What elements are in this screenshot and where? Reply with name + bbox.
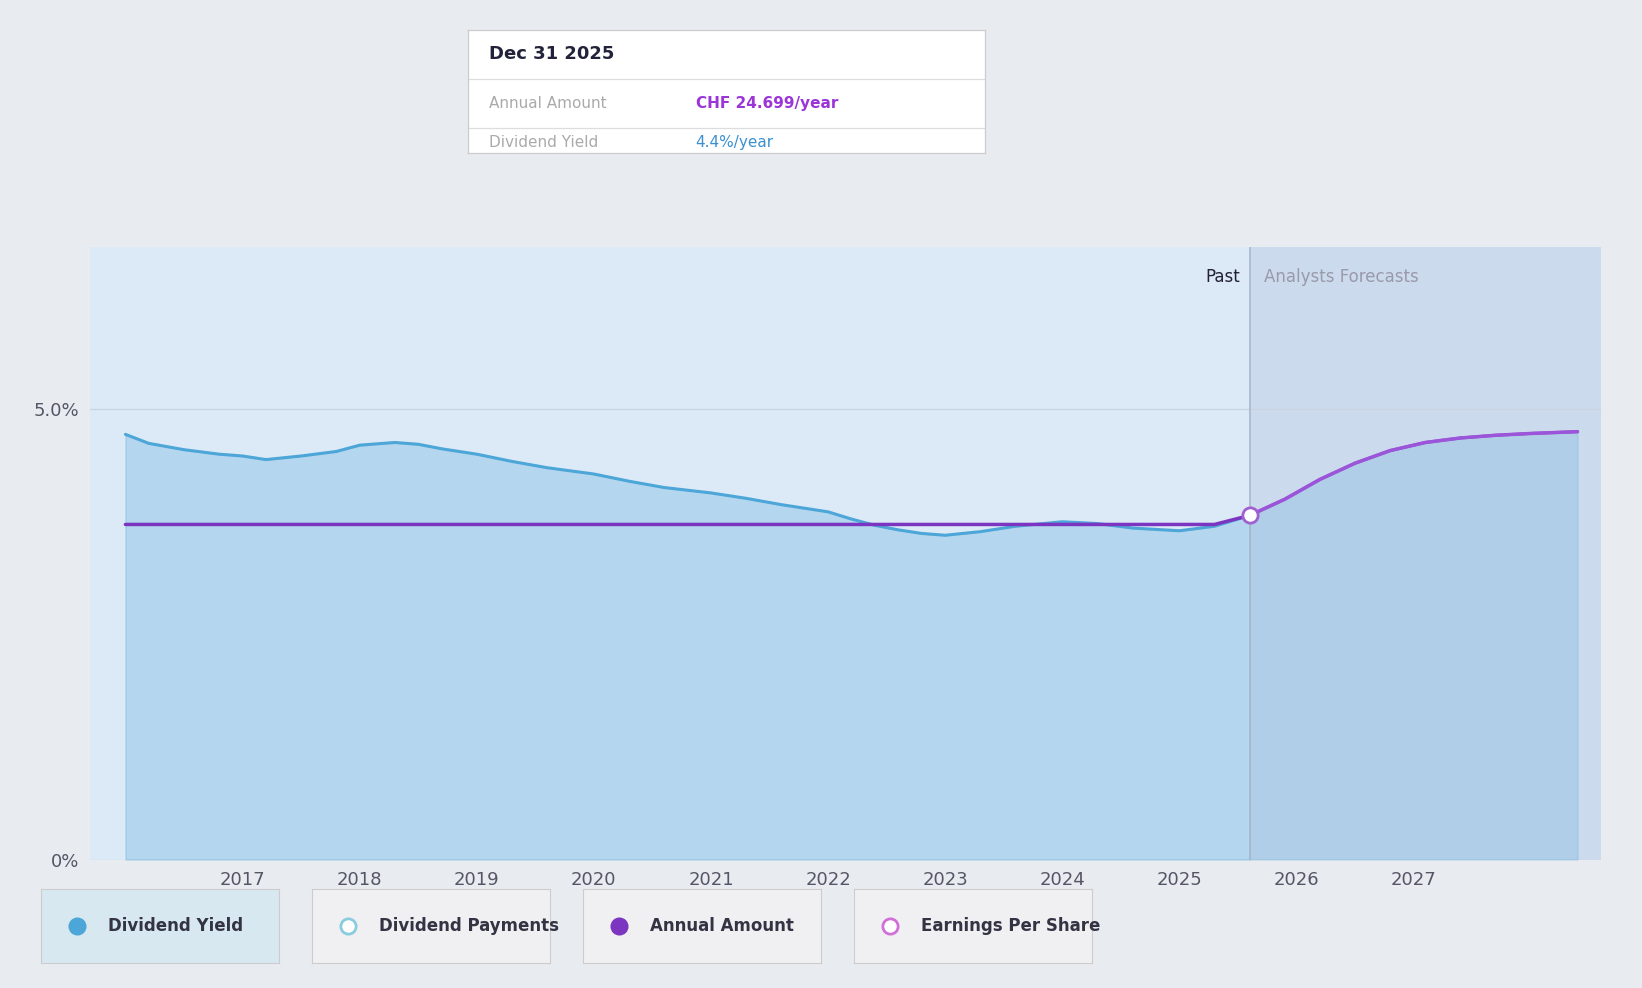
Bar bbox=[1250, 247, 1601, 860]
Text: Dividend Yield: Dividend Yield bbox=[489, 134, 598, 149]
Text: Annual Amount: Annual Amount bbox=[489, 96, 606, 112]
Text: 4.4%/year: 4.4%/year bbox=[696, 134, 773, 149]
Text: Earnings Per Share: Earnings Per Share bbox=[921, 917, 1100, 936]
Text: Dividend Yield: Dividend Yield bbox=[108, 917, 243, 936]
Text: CHF 24.699/year: CHF 24.699/year bbox=[696, 96, 837, 112]
Text: Analysts Forecasts: Analysts Forecasts bbox=[1264, 269, 1419, 287]
Text: Past: Past bbox=[1205, 269, 1240, 287]
Text: Dividend Payments: Dividend Payments bbox=[379, 917, 558, 936]
Text: Dec 31 2025: Dec 31 2025 bbox=[489, 45, 614, 63]
Text: Annual Amount: Annual Amount bbox=[650, 917, 793, 936]
